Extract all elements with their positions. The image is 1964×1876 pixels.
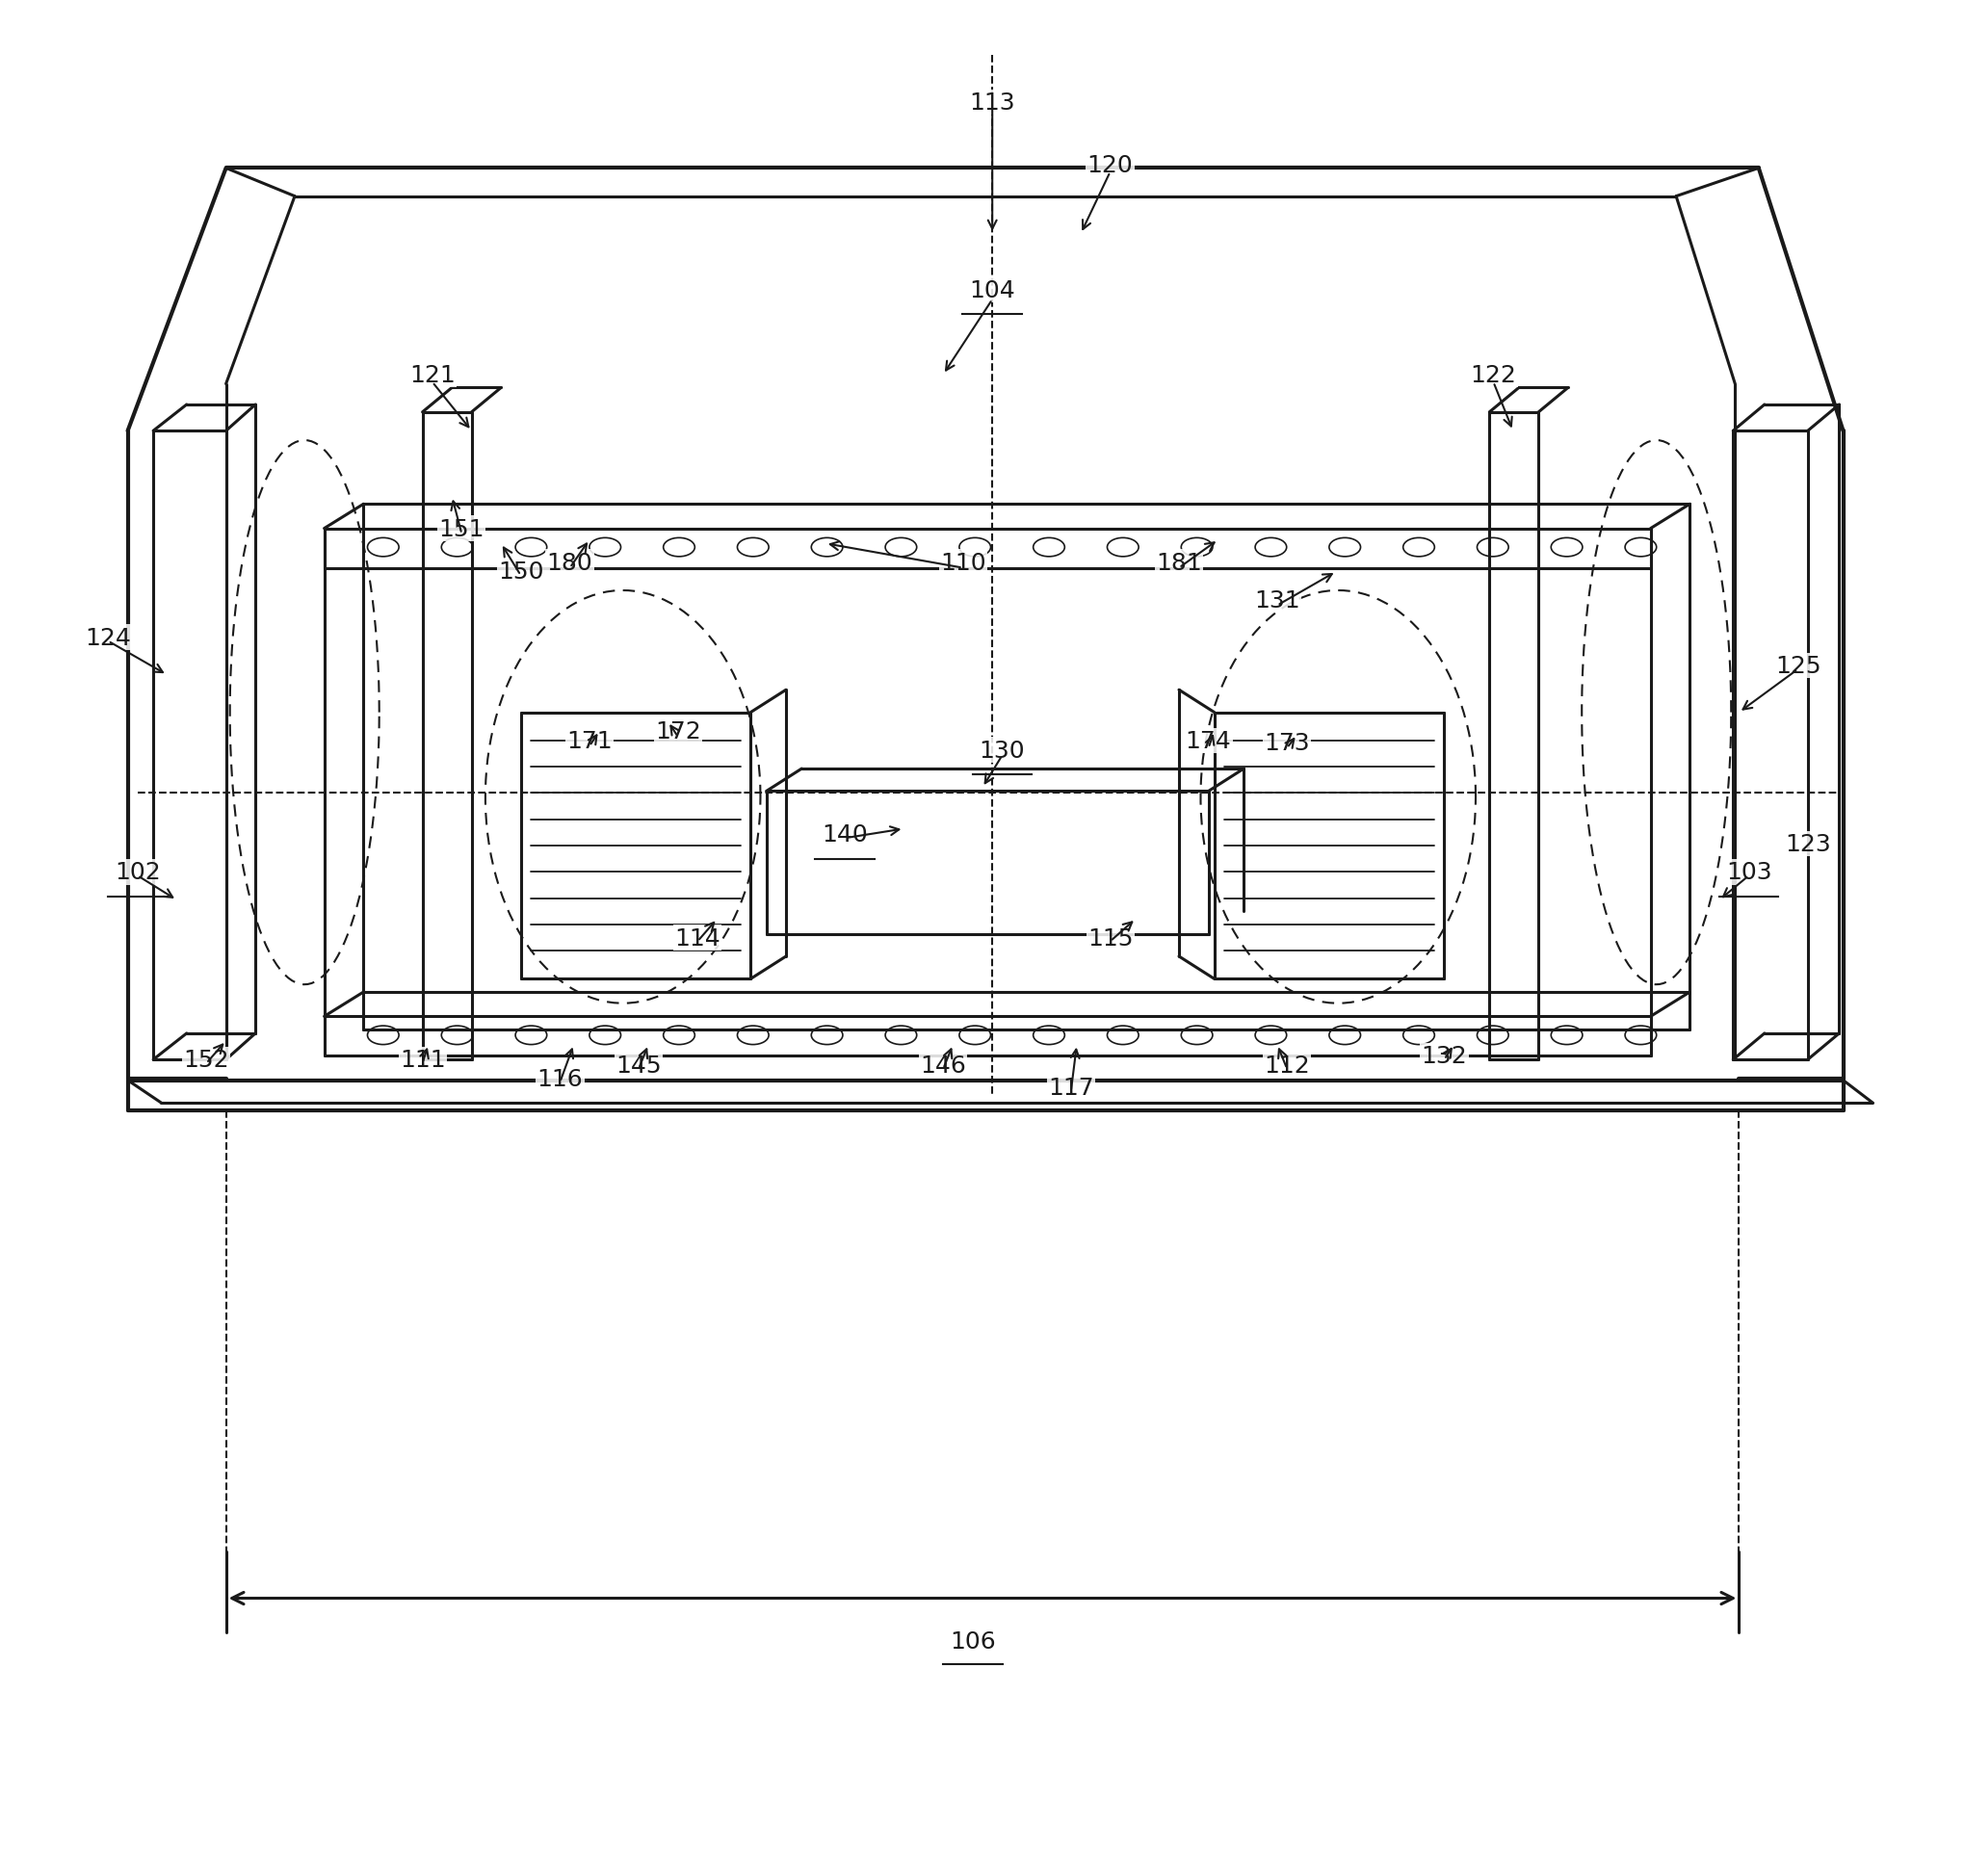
- Text: 111: 111: [399, 1049, 446, 1071]
- Text: 120: 120: [1086, 154, 1133, 176]
- Text: 114: 114: [674, 927, 721, 949]
- Text: 112: 112: [1263, 1054, 1310, 1077]
- Text: 152: 152: [183, 1049, 230, 1071]
- Text: 122: 122: [1469, 364, 1516, 386]
- Text: 146: 146: [919, 1054, 966, 1077]
- Text: 173: 173: [1263, 732, 1310, 754]
- Text: 151: 151: [438, 518, 485, 540]
- Text: 174: 174: [1184, 730, 1231, 752]
- Text: 125: 125: [1773, 655, 1821, 677]
- Text: 123: 123: [1783, 833, 1830, 855]
- Text: 117: 117: [1047, 1077, 1094, 1099]
- Text: 172: 172: [654, 720, 701, 743]
- Text: 150: 150: [497, 561, 544, 583]
- Text: 102: 102: [114, 861, 161, 884]
- Text: 181: 181: [1155, 552, 1202, 574]
- Text: 124: 124: [84, 627, 132, 649]
- Text: 180: 180: [546, 552, 593, 574]
- Text: 115: 115: [1086, 927, 1133, 949]
- Text: 104: 104: [968, 280, 1015, 302]
- Text: 113: 113: [968, 92, 1015, 114]
- Text: 140: 140: [821, 824, 868, 846]
- Text: 145: 145: [615, 1054, 662, 1077]
- Text: 132: 132: [1420, 1045, 1467, 1067]
- Text: 103: 103: [1724, 861, 1772, 884]
- Text: 121: 121: [409, 364, 456, 386]
- Text: 171: 171: [566, 730, 613, 752]
- Text: 116: 116: [536, 1067, 583, 1090]
- Text: 106: 106: [949, 1630, 996, 1653]
- Text: 131: 131: [1253, 589, 1300, 612]
- Text: 110: 110: [939, 552, 986, 574]
- Text: 130: 130: [978, 739, 1025, 762]
